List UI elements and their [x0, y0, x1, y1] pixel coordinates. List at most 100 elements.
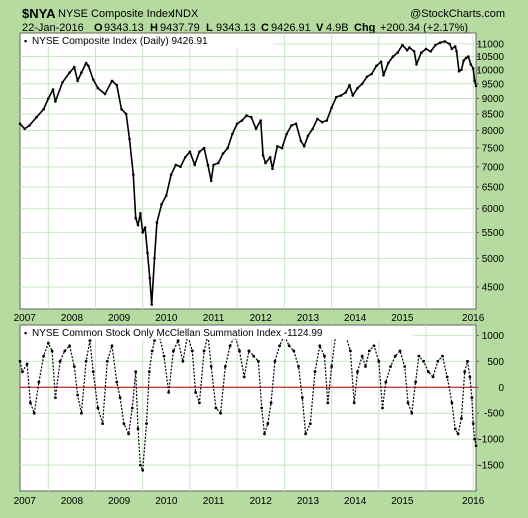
price-data-point	[139, 212, 142, 215]
summation-data-point	[247, 349, 251, 353]
price-gridlines	[20, 33, 476, 309]
summation-data-point	[115, 380, 119, 384]
price-data-point	[198, 150, 201, 153]
price-data-point	[28, 124, 31, 127]
summation-data-point	[96, 406, 100, 410]
summation-x-tick-label: 2016	[462, 496, 485, 507]
price-data-point	[412, 50, 416, 53]
price-data-point	[294, 122, 298, 126]
summation-data-point	[393, 354, 397, 358]
price-data-point	[51, 88, 55, 91]
summation-data-point	[304, 432, 307, 436]
low-value: 9343.13	[216, 22, 256, 34]
summation-data-point	[436, 359, 440, 363]
index-name: NYSE Composite Index	[58, 8, 174, 20]
price-x-tick-label: 2009	[108, 313, 131, 324]
summation-data-point	[145, 422, 148, 425]
summation-data-point	[42, 354, 45, 358]
price-panel: 4500 5000 5500 6000 6500 7000 7500 8000 8500 9000…	[18, 32, 505, 310]
summation-data-point	[223, 365, 227, 368]
summation-data-point	[54, 396, 57, 399]
summation-y-tick-label: -1500	[478, 461, 504, 472]
summation-data-point	[356, 370, 359, 374]
summation-data-point	[266, 422, 270, 425]
summation-data-point	[122, 422, 126, 425]
summation-x-tick-label: 2007	[14, 496, 37, 507]
summation-data-point	[456, 432, 460, 436]
summation-x-ticks: 2007 2008 2009 2010 2011 2012 2013 2014 2015 2016	[14, 496, 485, 507]
summation-data-point	[466, 359, 469, 363]
price-data-point	[18, 122, 22, 126]
summation-data-point	[410, 411, 414, 415]
price-data-point	[453, 45, 457, 48]
price-data-point	[174, 163, 178, 167]
price-data-point	[339, 94, 343, 97]
price-data-point	[87, 64, 90, 68]
price-data-point	[217, 161, 220, 165]
summation-data-point	[167, 391, 171, 394]
price-data-point	[42, 108, 45, 111]
price-data-point	[73, 65, 76, 69]
price-data-point	[443, 40, 447, 43]
summation-x-tick-label: 2010	[155, 496, 178, 507]
summation-data-point	[468, 375, 472, 379]
summation-panel: -1500 -1000 -500 0 500 1000 ▪ NYSE Common Sto…	[18, 324, 505, 492]
price-data-point	[221, 152, 225, 155]
price-data-point	[474, 84, 478, 88]
summation-data-point	[471, 422, 475, 425]
price-data-point	[330, 106, 333, 109]
price-data-point	[391, 55, 395, 58]
summation-data-point	[84, 359, 88, 363]
summation-data-point	[260, 406, 264, 410]
summation-data-point	[287, 344, 291, 348]
summation-data-point	[219, 411, 223, 415]
price-data-point	[68, 71, 71, 74]
price-series	[18, 40, 478, 306]
price-data-point	[457, 69, 461, 73]
summation-y-tick-label: 1000	[482, 331, 505, 342]
price-data-point	[285, 132, 289, 136]
price-x-tick-label: 2008	[61, 313, 84, 324]
price-data-point	[429, 50, 433, 53]
summation-data-point	[414, 380, 417, 384]
price-data-point	[150, 303, 153, 306]
summation-data-point	[50, 349, 54, 353]
summation-data-point	[453, 427, 457, 431]
price-data-point	[76, 79, 79, 83]
open-value: 9343.13	[104, 22, 144, 34]
price-y-tick-label: 8000	[482, 126, 505, 137]
summation-data-point	[141, 468, 145, 472]
summation-data-point	[176, 339, 180, 342]
summation-data-point	[297, 365, 300, 368]
price-y-tick-label: 10500	[476, 52, 504, 63]
price-data-point	[245, 114, 248, 117]
close-label: C	[261, 22, 269, 34]
price-data-point	[464, 56, 468, 60]
price-data-point	[460, 68, 463, 72]
summation-data-point	[445, 375, 449, 379]
summation-x-tick-label: 2015	[391, 496, 414, 507]
high-value: 9437.79	[160, 22, 200, 34]
exchange-label: INDX	[172, 8, 199, 20]
summation-data-point	[360, 354, 364, 358]
summation-data-point	[473, 437, 476, 441]
price-data-point	[438, 41, 442, 44]
price-data-point	[141, 231, 144, 234]
price-data-point	[462, 59, 466, 62]
price-data-point	[84, 61, 88, 65]
summation-data-point	[58, 359, 62, 363]
summation-x-tick-label: 2013	[297, 496, 320, 507]
price-y-tick-label: 11000	[477, 39, 505, 50]
summation-data-point	[318, 344, 322, 348]
price-data-point	[473, 79, 476, 83]
price-data-point	[179, 165, 182, 169]
price-data-point	[96, 86, 100, 90]
summation-data-point	[450, 401, 454, 405]
price-data-point	[360, 82, 364, 86]
summation-data-point	[139, 463, 142, 467]
summation-data-point	[127, 432, 130, 436]
price-data-point	[202, 146, 206, 150]
summation-data-point	[463, 370, 467, 374]
volume-label: V	[316, 22, 324, 34]
